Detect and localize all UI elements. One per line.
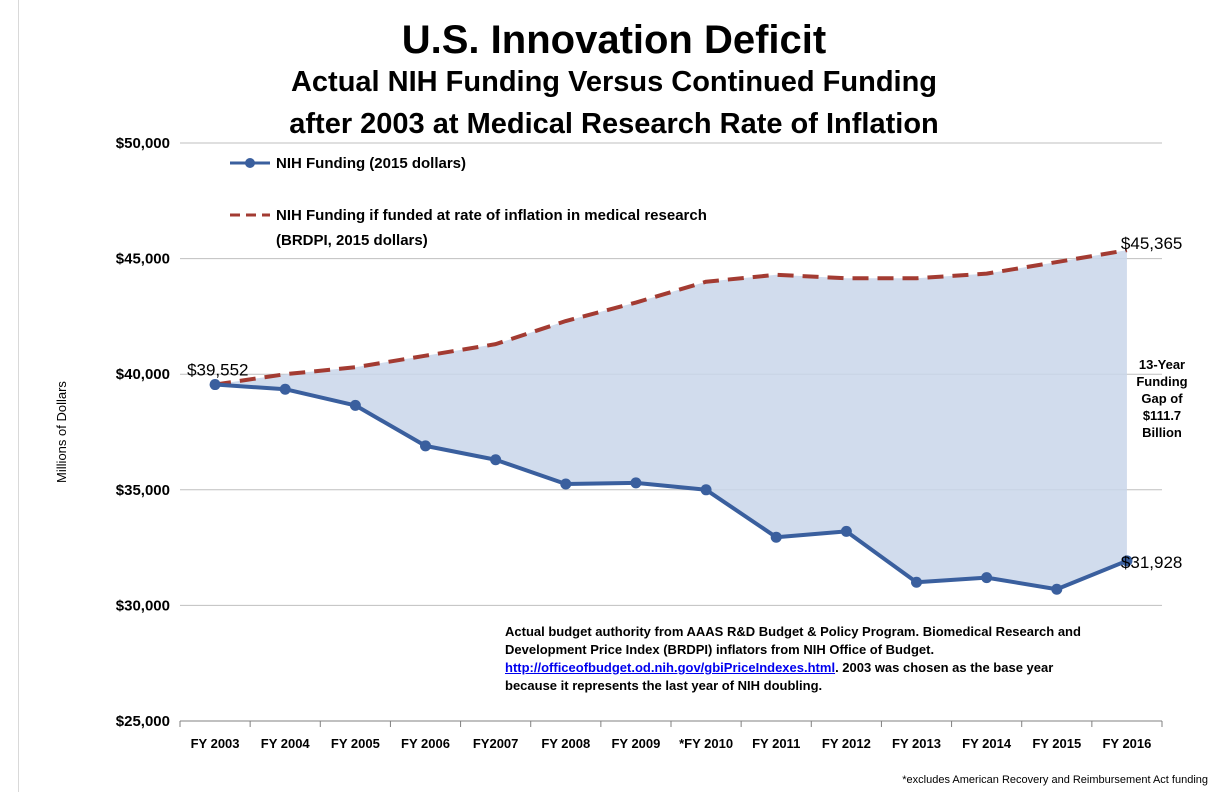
x-tick-label: FY 2014 <box>962 736 1012 751</box>
series-inflation-line <box>214 248 1128 387</box>
y-tick-label: $50,000 <box>116 135 170 152</box>
chart-subtitle-line-2: after 2003 at Medical Research Rate of I… <box>289 108 939 140</box>
chart-subtitle-line-1: Actual NIH Funding Versus Continued Fund… <box>290 66 938 98</box>
x-tick-label: FY 2013 <box>892 736 941 751</box>
x-tick-label: FY 2009 <box>611 736 660 751</box>
x-tick-label: FY 2005 <box>331 736 380 751</box>
series-actual-point <box>1121 555 1133 567</box>
gap-note-line: 13-Year <box>1138 357 1186 372</box>
series-actual-point <box>981 572 993 584</box>
left-border-line <box>18 0 19 792</box>
x-tick-label: FY 2004 <box>261 736 311 751</box>
gap-note-line: Billion <box>1142 425 1182 440</box>
source-note-text-end: . 2003 was chosen as the base year becau… <box>505 660 1054 693</box>
series-actual-point <box>770 531 782 543</box>
x-tick-label: FY 2016 <box>1102 736 1151 751</box>
legend-label-inflation-line-1: NIH Funding if funded at rate of inflati… <box>276 207 707 224</box>
y-tick-label: $40,000 <box>116 366 170 383</box>
series-actual-point <box>209 379 221 391</box>
x-tick-label: *FY 2010 <box>679 736 733 751</box>
series-actual-point <box>1051 583 1063 595</box>
source-note-text: Actual budget authority from AAAS R&D Bu… <box>505 624 1081 657</box>
gap-note-line: Funding <box>1136 374 1188 389</box>
source-link[interactable]: http://officeofbudget.od.nih.gov/gbiPric… <box>505 660 836 675</box>
source-note: Actual budget authority from AAAS R&D Bu… <box>505 623 1105 695</box>
gap-note-line: Gap of <box>1141 391 1183 406</box>
gap-note-line: $111.7 <box>1142 408 1182 423</box>
footnote: *excludes American Recovery and Reimburs… <box>902 774 1208 786</box>
chart-title: U.S. Innovation Deficit <box>401 18 827 62</box>
series-actual-point <box>560 478 572 490</box>
data-label-start: $39,552 <box>187 361 248 380</box>
series-actual-point <box>420 440 431 452</box>
y-tick-label: $30,000 <box>116 597 170 614</box>
legend-label-actual: NIH Funding (2015 dollars) <box>276 155 466 172</box>
x-tick-label: FY 2006 <box>401 736 450 751</box>
x-tick-label: FY 2015 <box>1032 736 1081 751</box>
y-tick-label: $35,000 <box>116 482 170 499</box>
x-tick-label: FY2007 <box>473 736 519 751</box>
series-actual-point <box>349 399 361 411</box>
legend-label-inflation-line-2: (BRDPI, 2015 dollars) <box>276 232 428 249</box>
data-label-actual-end: $31,928 <box>1121 553 1182 572</box>
series-actual-point <box>490 454 502 466</box>
data-label-inflation-end: $45,365 <box>1121 234 1182 253</box>
series-actual-point <box>840 525 852 537</box>
x-tick-label: FY 2012 <box>822 736 871 751</box>
funding-gap-area <box>215 250 1127 590</box>
x-tick-label: FY 2011 <box>752 736 800 751</box>
legend-marker-actual <box>245 158 255 168</box>
series-actual-point <box>911 576 922 588</box>
y-tick-label: $25,000 <box>116 713 170 730</box>
y-axis-label: Millions of Dollars <box>54 381 69 483</box>
x-tick-label: FY 2003 <box>191 736 240 751</box>
series-actual-point <box>279 383 291 395</box>
x-tick-label: FY 2008 <box>541 736 590 751</box>
y-tick-label: $45,000 <box>116 251 170 268</box>
series-actual-line <box>214 382 1128 592</box>
funding-gap-note: 13-Year Funding Gap of $111.7 Billion <box>1118 356 1206 441</box>
series-actual-point <box>630 477 642 489</box>
series-actual-point <box>700 484 712 496</box>
